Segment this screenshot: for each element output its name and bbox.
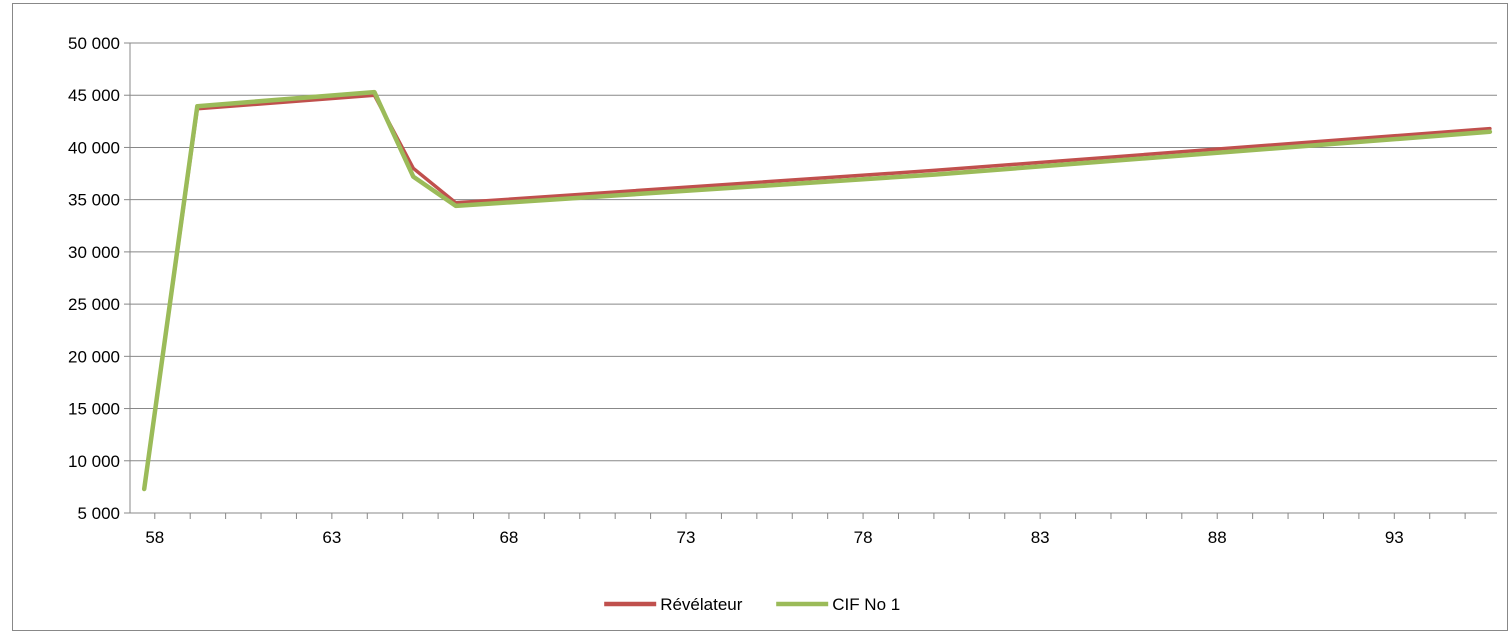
x-tick-label: 68: [499, 528, 518, 547]
chart-frame: [12, 3, 1508, 631]
series-lines: [141, 89, 1493, 492]
axes: [124, 42, 1497, 519]
y-tick-label: 50 000: [68, 34, 120, 53]
y-tick-label: 25 000: [68, 295, 120, 314]
x-tick-label: 93: [1385, 528, 1404, 547]
y-tick-label: 20 000: [68, 347, 120, 366]
legend: Révélateur CIF No 1: [604, 595, 900, 614]
legend-label: Révélateur: [660, 595, 743, 614]
x-axis-tick-labels: 58 63 68 73 78 83 88 93: [145, 528, 1403, 547]
y-tick-label: 30 000: [68, 243, 120, 262]
x-tick-label: 63: [322, 528, 341, 547]
legend-label: CIF No 1: [832, 595, 900, 614]
y-tick-label: 5 000: [77, 504, 120, 523]
series-line-revelateur: [142, 93, 1492, 491]
y-tick-label: 45 000: [68, 86, 120, 105]
x-tick-label: 83: [1031, 528, 1050, 547]
series-line-cif-no-1: [141, 89, 1493, 492]
x-tick-label: 78: [854, 528, 873, 547]
y-tick-label: 40 000: [68, 138, 120, 157]
x-tick-label: 88: [1208, 528, 1227, 547]
gridlines: [130, 42, 1497, 462]
y-axis-tick-labels: 5 000 10 000 15 000 20 000 25 000 30 000 35 00…: [68, 34, 120, 523]
y-tick-label: 15 000: [68, 400, 120, 419]
x-tick-label: 58: [145, 528, 164, 547]
y-tick-label: 35 000: [68, 191, 120, 210]
y-tick-label: 10 000: [68, 452, 120, 471]
x-tick-label: 73: [677, 528, 696, 547]
